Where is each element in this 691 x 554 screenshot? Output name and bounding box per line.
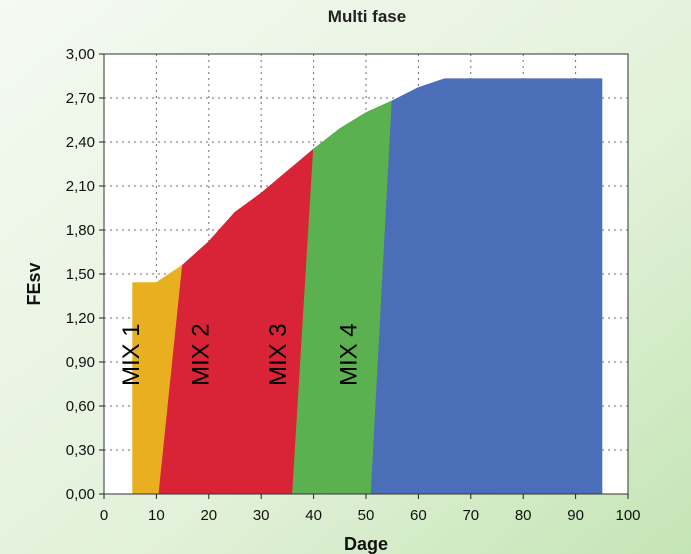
y-tick-label: 1,50 xyxy=(66,266,95,283)
y-tick-label: 0,30 xyxy=(66,442,95,459)
x-tick-label: 90 xyxy=(567,507,584,524)
x-tick-labels: 0 10 20 30 40 50 60 70 80 90 100 xyxy=(100,507,641,524)
y-axis-label: FEsv xyxy=(24,262,44,305)
x-tick-label: 40 xyxy=(305,507,322,524)
x-tick-label: 50 xyxy=(358,507,375,524)
x-tick-label: 0 xyxy=(100,507,108,524)
series-label-mix-3: MIX 3 xyxy=(265,323,292,386)
y-tick-label: 2,40 xyxy=(66,134,95,151)
series-labels: MIX 1 MIX 2 MIX 3 MIX 4 xyxy=(118,323,363,386)
area-series-group xyxy=(132,78,603,495)
x-axis-label: Dage xyxy=(344,534,388,554)
x-tick-label: 70 xyxy=(462,507,479,524)
y-tick-label: 0,90 xyxy=(66,354,95,371)
y-tick-label: 3,00 xyxy=(66,46,95,63)
y-tick-labels: 0,00 0,30 0,60 0,90 1,20 1,50 1,80 2,10 2,40 2,70… xyxy=(66,46,95,503)
y-tick-label: 2,70 xyxy=(66,90,95,107)
series-label-mix-2: MIX 2 xyxy=(187,323,214,386)
x-tick-label: 100 xyxy=(615,507,640,524)
series-label-mix-1: MIX 1 xyxy=(118,323,145,386)
x-tick-label: 20 xyxy=(200,507,217,524)
axis-ticks xyxy=(99,53,629,499)
x-tick-label: 60 xyxy=(410,507,427,524)
y-tick-label: 0,60 xyxy=(66,398,95,415)
x-tick-label: 80 xyxy=(515,507,532,524)
y-tick-label: 0,00 xyxy=(66,486,95,503)
y-tick-label: 1,80 xyxy=(66,222,95,239)
y-tick-label: 2,10 xyxy=(66,178,95,195)
x-tick-label: 30 xyxy=(253,507,270,524)
chart-title: Multi fase xyxy=(328,7,406,26)
y-tick-label: 1,20 xyxy=(66,310,95,327)
series-label-mix-4: MIX 4 xyxy=(336,323,363,386)
x-tick-label: 10 xyxy=(148,507,165,524)
area-mix-4 xyxy=(370,78,603,495)
